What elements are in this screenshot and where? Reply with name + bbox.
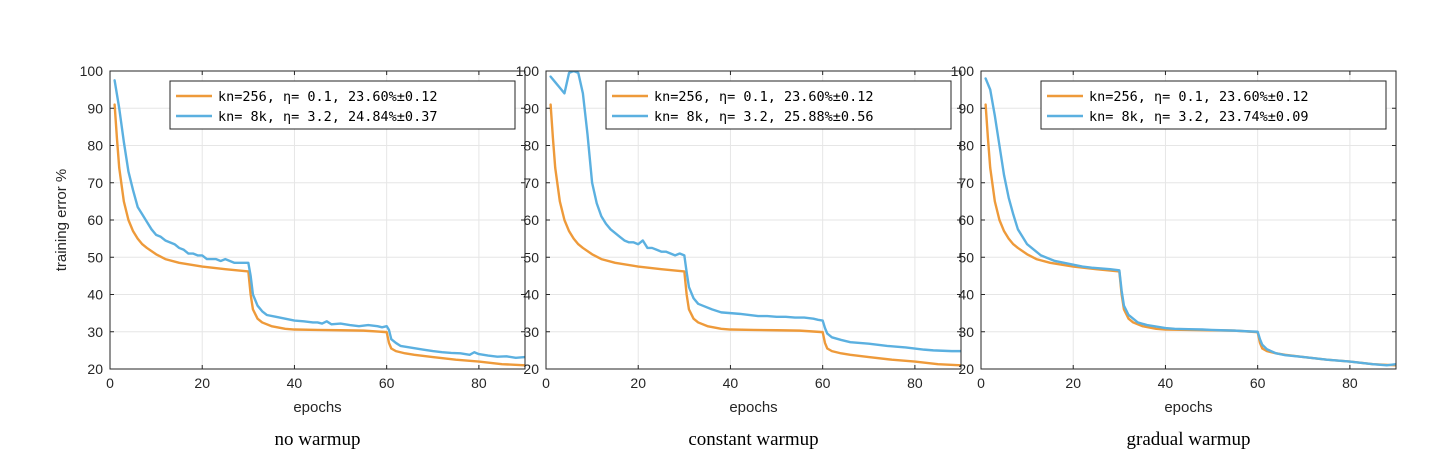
x-axis-title: epochs [1164,399,1212,416]
y-tick-label: 100 [516,63,540,79]
x-tick-label: 40 [287,375,303,391]
legend: kn=256, η= 0.1, 23.60%±0.12 kn= 8k, η= 3.… [605,80,952,130]
legend-box [1040,80,1387,130]
legend: kn=256, η= 0.1, 23.60%±0.12 kn= 8k, η= 3.… [1040,80,1387,130]
y-tick-label: 40 [87,287,103,303]
x-tick-label: 80 [471,375,487,391]
x-tick-label: 20 [194,375,210,391]
series-line-kn8k [549,71,961,353]
x-axis-title: epochs [729,399,777,416]
y-tick-label: 50 [87,249,103,265]
legend-entry: kn=256, η= 0.1, 23.60%±0.12 [654,89,873,105]
x-tick-label: 20 [1065,375,1081,391]
panel-caption: constant warmup [688,429,818,450]
x-tick-label: 0 [542,375,550,391]
legend-entry: kn=256, η= 0.1, 23.60%±0.12 [1089,89,1308,105]
panel-gradual-warmup: 0 20 40 60 802030405060708090100epochskn=256… [951,63,1397,450]
y-tick-label: 30 [87,324,103,340]
y-tick-label: 80 [87,138,103,154]
y-tick-label: 40 [958,287,974,303]
y-tick-label: 20 [523,361,539,377]
y-tick-label: 20 [958,361,974,377]
legend-box [605,80,952,130]
y-tick-label: 50 [958,249,974,265]
legend: kn=256, η= 0.1, 23.60%±0.12 kn= 8k, η= 3.… [169,80,516,130]
legend-box [169,80,516,130]
panel-constant-warmup: 0 20 40 60 802030405060708090100epochskn=256… [516,63,962,450]
x-axis-title: epochs [293,399,341,416]
y-tick-label: 60 [87,212,103,228]
legend-entry: kn= 8k, η= 3.2, 24.84%±0.37 [218,109,437,125]
panel-caption: gradual warmup [1127,429,1251,450]
y-tick-label: 40 [523,287,539,303]
y-tick-label: 80 [958,138,974,154]
x-tick-label: 60 [815,375,831,391]
y-axis-title: training error % [53,169,70,272]
x-tick-label: 60 [379,375,395,391]
series-line-kn256 [113,103,525,367]
y-tick-label: 100 [951,63,975,79]
y-tick-label: 60 [958,212,974,228]
x-tick-label: 20 [630,375,646,391]
y-tick-label: 90 [523,100,539,116]
y-tick-label: 90 [958,100,974,116]
x-tick-label: 60 [1250,375,1266,391]
x-tick-label: 80 [907,375,923,391]
y-tick-label: 60 [523,212,539,228]
panel-no-warmup: 0 20 40 60 802030405060708090100epochstraini… [53,63,526,450]
y-tick-label: 70 [523,175,539,191]
x-tick-label: 80 [1342,375,1358,391]
x-tick-label: 40 [723,375,739,391]
legend-entry: kn= 8k, η= 3.2, 23.74%±0.09 [1089,109,1308,125]
y-tick-label: 30 [523,324,539,340]
y-tick-label: 20 [87,361,103,377]
y-tick-label: 100 [80,63,104,79]
y-tick-label: 70 [958,175,974,191]
y-tick-label: 80 [523,138,539,154]
x-tick-label: 40 [1158,375,1174,391]
y-tick-label: 50 [523,249,539,265]
series-line-kn256 [549,103,961,367]
legend-entry: kn= 8k, η= 3.2, 25.88%±0.56 [654,109,873,125]
y-tick-label: 90 [87,100,103,116]
y-tick-label: 70 [87,175,103,191]
y-tick-label: 30 [958,324,974,340]
legend-entry: kn=256, η= 0.1, 23.60%±0.12 [218,89,437,105]
x-tick-label: 0 [977,375,985,391]
series-line-kn8k [113,79,525,360]
panel-caption: no warmup [274,429,360,450]
x-tick-label: 0 [106,375,114,391]
series-line-kn8k [984,77,1396,367]
